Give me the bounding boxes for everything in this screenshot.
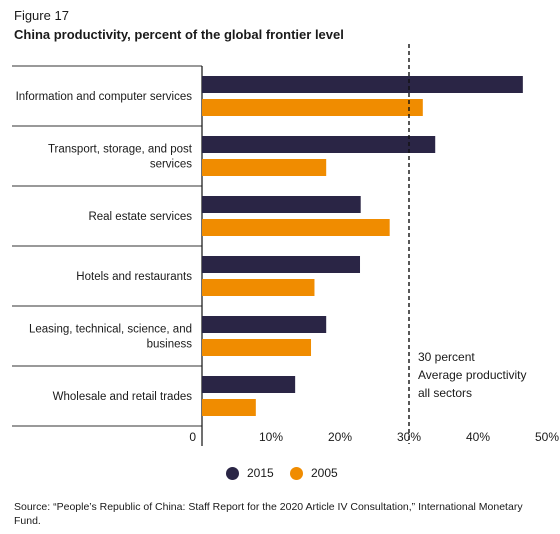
legend-swatch-2005 <box>290 466 303 480</box>
x-tick-label: 40% <box>466 430 490 444</box>
bar-2015 <box>202 76 523 93</box>
x-tick-label: 50% <box>535 430 559 444</box>
legend-label-2005: 2005 <box>311 466 338 480</box>
reference-label: 30 percent <box>418 350 475 364</box>
category-label: Real estate services <box>88 211 192 223</box>
bar-2015 <box>202 256 361 273</box>
legend-item-2005: 2005 <box>290 466 338 480</box>
category-label: business <box>147 339 193 351</box>
category-label: Hotels and restaurants <box>76 271 192 283</box>
bar-2015 <box>202 196 361 213</box>
legend-swatch-2015 <box>226 466 239 480</box>
category-label: services <box>150 159 192 171</box>
legend-item-2015: 2015 <box>226 466 274 480</box>
x-tick-label: 10% <box>259 430 283 444</box>
bar-chart: Information and computer services Transpo… <box>12 44 559 446</box>
source-note: Source: “People’s Republic of China: Sta… <box>14 501 523 527</box>
bar-2005 <box>202 279 315 296</box>
figure-label: Figure 17 <box>14 8 69 23</box>
category-label: Wholesale and retail trades <box>53 391 193 403</box>
chart-title: China productivity, percent of the globa… <box>14 27 344 42</box>
bar-2015 <box>202 136 436 153</box>
bar-2005 <box>202 399 256 416</box>
category-label: Transport, storage, and post <box>48 144 193 156</box>
bar-2005 <box>202 339 312 356</box>
x-tick-label: 20% <box>328 430 352 444</box>
x-tick-label: 30% <box>397 430 421 444</box>
category-label: Leasing, technical, science, and <box>29 324 192 336</box>
legend-label-2015: 2015 <box>247 466 274 480</box>
reference-label: all sectors <box>418 386 472 400</box>
bar-2005 <box>202 99 423 116</box>
bar-2005 <box>202 219 390 236</box>
x-tick-label: 0 <box>189 430 196 444</box>
chart-legend: 2015 2005 <box>0 466 560 486</box>
bar-2015 <box>202 376 296 393</box>
category-label: Information and computer services <box>16 91 193 103</box>
bar-2005 <box>202 159 327 176</box>
reference-label: Average productivity <box>418 368 527 382</box>
bar-2015 <box>202 316 327 333</box>
